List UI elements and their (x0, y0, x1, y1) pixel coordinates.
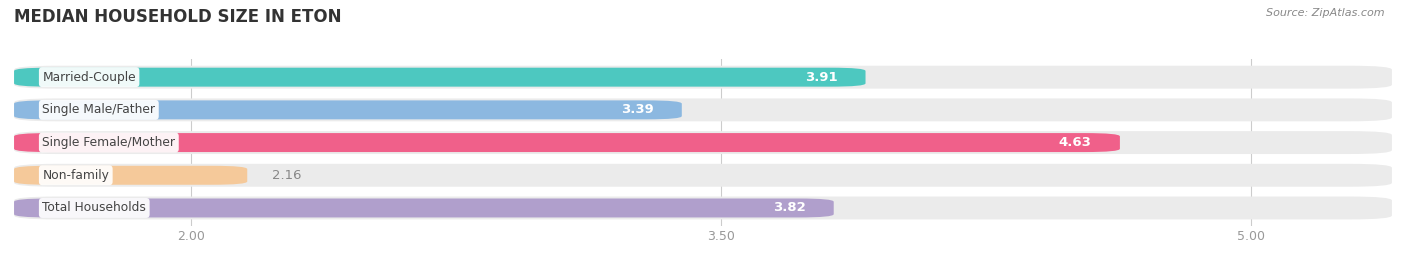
FancyBboxPatch shape (14, 68, 866, 87)
FancyBboxPatch shape (14, 164, 1392, 187)
Text: 3.91: 3.91 (804, 71, 837, 84)
Text: Total Households: Total Households (42, 201, 146, 214)
Text: 3.82: 3.82 (773, 201, 806, 214)
Text: 3.39: 3.39 (621, 103, 654, 116)
FancyBboxPatch shape (14, 100, 682, 119)
FancyBboxPatch shape (14, 133, 1121, 152)
FancyBboxPatch shape (14, 98, 1392, 121)
Text: MEDIAN HOUSEHOLD SIZE IN ETON: MEDIAN HOUSEHOLD SIZE IN ETON (14, 8, 342, 26)
FancyBboxPatch shape (14, 131, 1392, 154)
Text: Married-Couple: Married-Couple (42, 71, 136, 84)
FancyBboxPatch shape (14, 66, 1392, 89)
FancyBboxPatch shape (14, 197, 1392, 220)
Text: Source: ZipAtlas.com: Source: ZipAtlas.com (1267, 8, 1385, 18)
Text: Non-family: Non-family (42, 169, 110, 182)
Text: Single Female/Mother: Single Female/Mother (42, 136, 176, 149)
FancyBboxPatch shape (14, 166, 247, 185)
Text: Single Male/Father: Single Male/Father (42, 103, 155, 116)
FancyBboxPatch shape (14, 199, 834, 217)
Text: 4.63: 4.63 (1059, 136, 1091, 149)
Text: 2.16: 2.16 (271, 169, 301, 182)
